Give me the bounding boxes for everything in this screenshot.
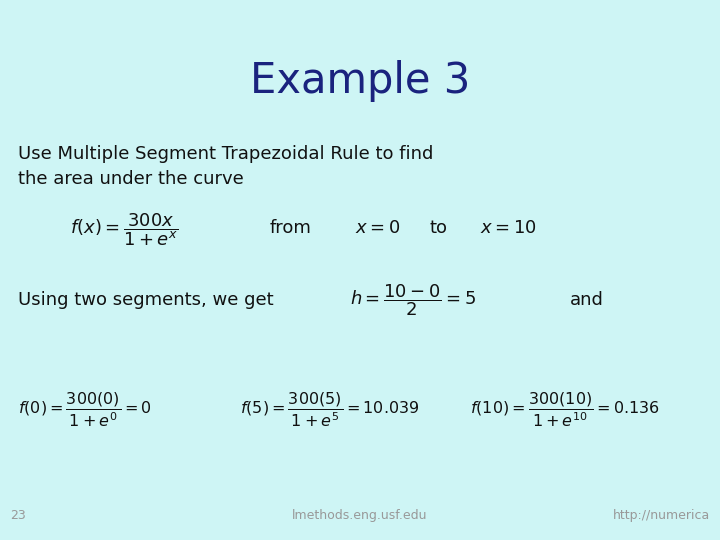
Text: lmethods.eng.usf.edu: lmethods.eng.usf.edu [292,509,428,522]
Text: $h = \dfrac{10-0}{2} = 5$: $h = \dfrac{10-0}{2} = 5$ [350,282,476,318]
Text: 23: 23 [10,509,26,522]
Text: and: and [570,291,604,309]
Text: $f(10) = \dfrac{300(10)}{1+e^{10}} = 0.136$: $f(10) = \dfrac{300(10)}{1+e^{10}} = 0.1… [470,390,660,429]
Text: $f(x) = \dfrac{300x}{1+e^{x}}$: $f(x) = \dfrac{300x}{1+e^{x}}$ [70,212,179,248]
Text: from: from [270,219,312,237]
Text: Example 3: Example 3 [250,60,470,102]
Text: http://numerica: http://numerica [613,509,710,522]
Text: to: to [430,219,448,237]
Text: $f(0) = \dfrac{300(0)}{1+e^{0}} = 0$: $f(0) = \dfrac{300(0)}{1+e^{0}} = 0$ [18,390,152,429]
Text: Use Multiple Segment Trapezoidal Rule to find
the area under the curve: Use Multiple Segment Trapezoidal Rule to… [18,145,433,188]
Text: Using two segments, we get: Using two segments, we get [18,291,274,309]
Text: $x = 0$: $x = 0$ [355,219,400,237]
Text: $x = 10$: $x = 10$ [480,219,536,237]
Text: $f(5) = \dfrac{300(5)}{1+e^{5}} = 10.039$: $f(5) = \dfrac{300(5)}{1+e^{5}} = 10.039… [240,390,420,429]
